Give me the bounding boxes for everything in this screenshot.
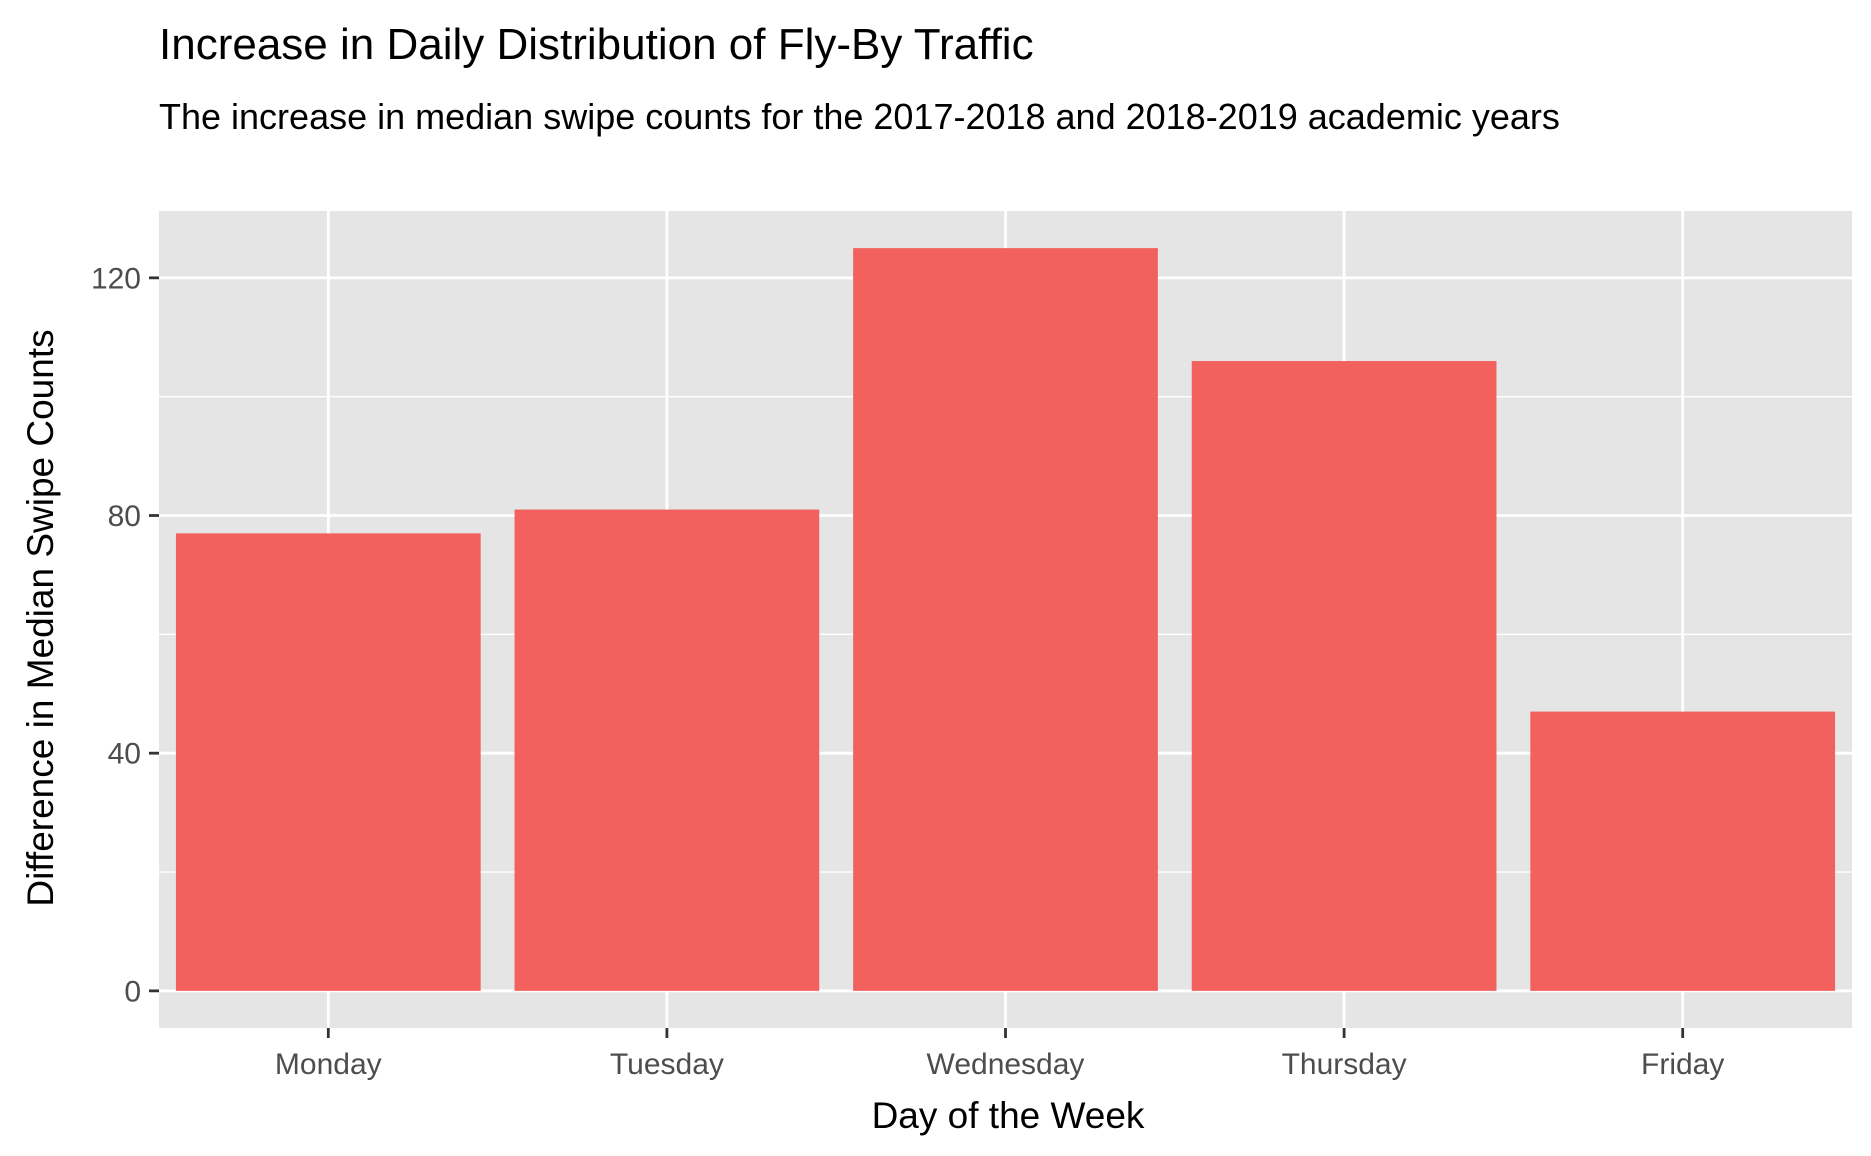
- bar-monday: [175, 533, 481, 991]
- chart-title: Increase in Daily Distribution of Fly-By…: [159, 20, 1034, 69]
- x-tick-label: Monday: [275, 1048, 382, 1081]
- x-tick-label: Tuesday: [610, 1048, 724, 1081]
- y-tick-label: 120: [91, 262, 141, 295]
- y-tick-label: 0: [124, 975, 141, 1008]
- bar-tuesday: [514, 509, 820, 991]
- y-axis: 0 40 80 120: [91, 262, 159, 1008]
- y-tick-label: 80: [108, 500, 141, 533]
- bar-wednesday: [853, 248, 1158, 991]
- bar-thursday: [1191, 361, 1497, 991]
- x-axis: Monday Tuesday Wednesday Thursday Friday: [275, 1028, 1724, 1081]
- x-tick-label: Friday: [1641, 1048, 1724, 1081]
- x-tick-label: Wednesday: [927, 1048, 1085, 1081]
- x-axis-title: Day of the Week: [872, 1095, 1145, 1136]
- chart-subtitle: The increase in median swipe counts for …: [159, 96, 1560, 137]
- y-axis-title: Difference in Median Swipe Counts: [20, 329, 61, 906]
- x-tick-label: Thursday: [1282, 1048, 1407, 1081]
- y-tick-label: 40: [108, 738, 141, 771]
- bars: [175, 248, 1836, 991]
- bar-friday: [1530, 711, 1836, 991]
